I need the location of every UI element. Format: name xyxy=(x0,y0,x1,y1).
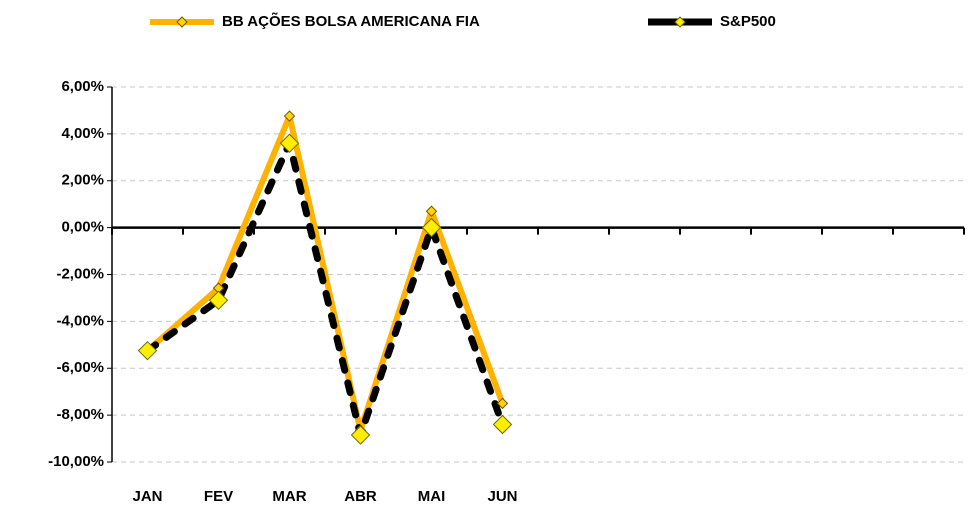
y-tick-label: -4,00% xyxy=(56,312,104,329)
x-tick-label: JUN xyxy=(487,488,517,505)
marker xyxy=(283,110,296,122)
legend-marker xyxy=(674,16,686,28)
marker xyxy=(137,340,158,361)
x-tick-label: JAN xyxy=(132,488,162,505)
y-tick-label: 0,00% xyxy=(61,219,104,236)
marker xyxy=(421,217,442,238)
series-line xyxy=(144,139,506,439)
y-tick-label: -8,00% xyxy=(56,406,104,423)
marker xyxy=(496,397,509,410)
legend-marker xyxy=(176,16,188,28)
y-tick-label: -6,00% xyxy=(56,359,104,376)
x-tick-label: FEV xyxy=(204,488,233,505)
y-tick-label: 6,00% xyxy=(61,78,104,95)
y-tick-label: -2,00% xyxy=(56,265,104,282)
marker xyxy=(492,414,513,435)
series-line xyxy=(144,113,506,434)
x-tick-label: ABR xyxy=(344,488,377,505)
y-tick-label: 4,00% xyxy=(61,125,104,142)
marker xyxy=(208,290,229,310)
marker xyxy=(279,133,300,153)
x-tick-label: MAI xyxy=(418,488,446,505)
legend-label: BB AÇÕES BOLSA AMERICANA FIA xyxy=(222,12,480,30)
marker xyxy=(425,205,438,217)
y-tick-label: -10,00% xyxy=(48,453,104,470)
y-tick-label: 2,00% xyxy=(61,172,104,189)
marker xyxy=(350,425,371,445)
x-tick-label: MAR xyxy=(272,488,306,505)
legend-label: S&P500 xyxy=(720,13,776,30)
